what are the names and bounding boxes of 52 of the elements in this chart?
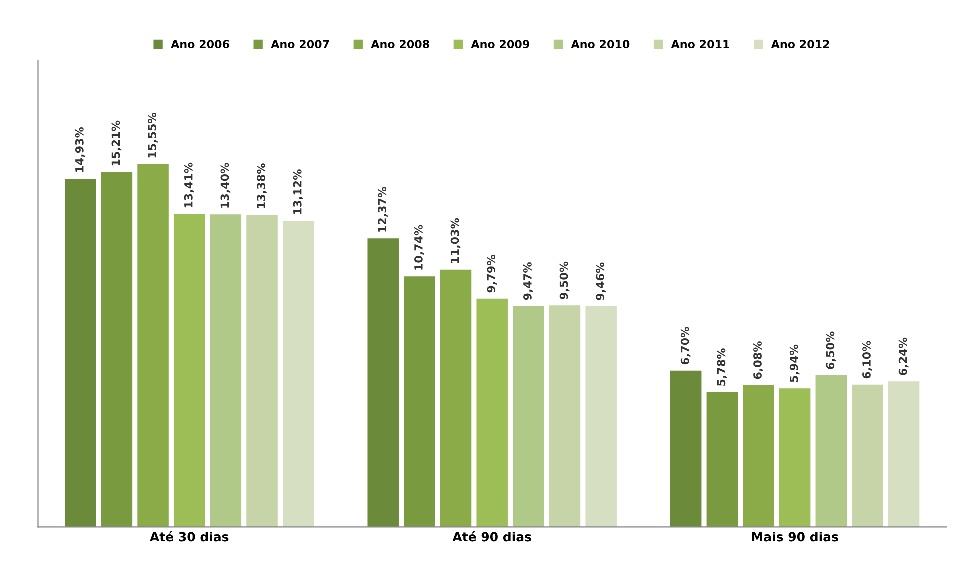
bar [210, 214, 242, 528]
bar [282, 221, 314, 528]
bar [246, 215, 278, 528]
data-label: 10,74% [414, 225, 424, 270]
data-label: 13,41% [184, 162, 194, 208]
data-label: 14,93% [75, 127, 86, 172]
data-label: 15,55% [148, 113, 158, 158]
data-label: 6,24% [898, 338, 909, 376]
bar [368, 238, 399, 528]
data-label: 11,03% [450, 218, 461, 264]
x-tick-label: Até 30 dias [150, 532, 229, 542]
data-label: 5,94% [790, 344, 800, 382]
bar [743, 385, 774, 528]
data-label: 5,78% [717, 348, 728, 386]
legend-label: Ano 2010 [571, 40, 630, 49]
data-label: 9,79% [487, 255, 497, 293]
data-label: 6,70% [680, 327, 691, 365]
x-tick-label: Até 90 dias [452, 532, 532, 542]
legend-label: Ano 2008 [371, 40, 430, 49]
bar [138, 164, 169, 528]
data-label: 6,50% [826, 332, 836, 370]
data-label: 9,47% [523, 262, 534, 300]
bar [816, 376, 848, 528]
bar [101, 172, 133, 528]
data-label: 13,38% [257, 164, 267, 208]
bar [513, 306, 544, 528]
data-label: 13,40% [220, 163, 231, 208]
legend-label: Ano 2012 [771, 40, 830, 49]
bar [779, 388, 811, 528]
bar [174, 214, 206, 528]
bar [888, 382, 920, 528]
legend-label: Ano 2009 [471, 40, 530, 49]
data-label: 12,37% [378, 187, 388, 232]
bar [852, 384, 884, 528]
legend-label: Ano 2007 [271, 40, 330, 49]
bar [549, 306, 581, 528]
legend-label: Ano 2011 [671, 40, 730, 49]
data-label: 6,10% [862, 341, 872, 379]
data-label: 15,21% [112, 120, 122, 166]
bar [706, 392, 738, 528]
bar [670, 370, 702, 528]
bar [404, 276, 436, 528]
legend-label: Ano 2006 [171, 40, 230, 49]
data-label: 9,46% [596, 262, 606, 300]
x-tick-label: Mais 90 dias [752, 532, 838, 542]
bar [586, 306, 617, 528]
bar [476, 298, 508, 528]
data-label: 13,12% [293, 170, 304, 214]
data-label: 9,50% [560, 262, 570, 300]
data-label: 6,08% [754, 342, 764, 380]
bar [440, 270, 472, 528]
bar [65, 178, 96, 528]
